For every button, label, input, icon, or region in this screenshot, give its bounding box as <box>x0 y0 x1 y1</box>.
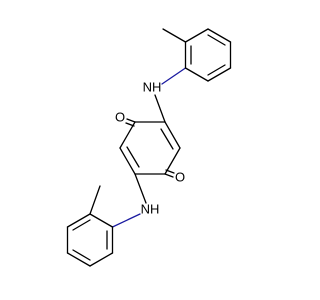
bond <box>111 213 141 228</box>
methyl-bond <box>89 185 101 215</box>
bond <box>207 28 232 43</box>
atom-label: O <box>115 109 125 124</box>
bond <box>119 121 136 149</box>
bond <box>66 213 91 228</box>
bond <box>207 34 226 46</box>
bond <box>164 147 181 175</box>
bottom-tolyl-ring <box>66 185 114 267</box>
bond <box>72 219 91 231</box>
amine-bonds <box>111 67 187 228</box>
bond <box>66 252 91 267</box>
bond <box>72 249 91 261</box>
atom-label: NH <box>143 79 162 94</box>
carbonyl-bonds <box>125 118 175 178</box>
bond <box>164 173 174 178</box>
bond <box>134 173 147 204</box>
bond <box>164 121 181 149</box>
structure-diagram: O O NH NH <box>66 28 232 267</box>
bond <box>184 67 209 82</box>
bond <box>119 147 136 175</box>
bond <box>126 146 140 168</box>
quinone-ring <box>119 121 181 175</box>
bond <box>165 169 175 174</box>
methyl-bond <box>162 28 187 43</box>
bond <box>89 252 114 267</box>
bond <box>207 67 232 82</box>
bond <box>207 64 226 76</box>
bond <box>126 118 136 123</box>
top-tolyl-ring <box>162 28 232 82</box>
bond <box>184 28 209 43</box>
atom-label: NH <box>141 201 160 216</box>
atom-label: O <box>175 169 185 184</box>
bond <box>89 213 114 228</box>
bond <box>154 94 166 123</box>
bond <box>125 122 135 127</box>
bond <box>161 67 187 85</box>
bond <box>160 128 174 150</box>
